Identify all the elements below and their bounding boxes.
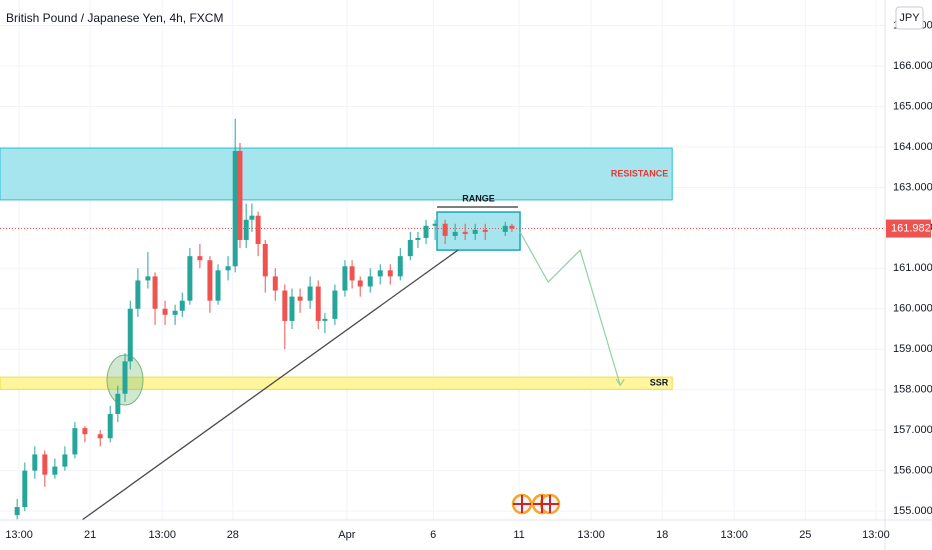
chart-title: British Pound / Japanese Yen, 4h, FXCM — [6, 11, 223, 25]
candle-body — [232, 150, 238, 267]
candle-body — [162, 308, 168, 315]
candle-body — [179, 300, 185, 311]
x-tick-label: 13:00 — [577, 529, 605, 541]
candle-body — [14, 507, 20, 516]
y-tick-label: 161.000 — [893, 262, 932, 274]
candle-body — [42, 454, 48, 475]
candle-body — [432, 223, 438, 226]
x-tick-label: 6 — [430, 529, 436, 541]
candle-body — [342, 266, 348, 291]
candle-body — [97, 434, 103, 439]
candle-body — [187, 256, 193, 301]
candle-body — [407, 239, 413, 257]
zone-label: SSR — [650, 378, 669, 388]
x-tick-label: 18 — [656, 529, 668, 541]
zone-label: RESISTANCE — [611, 168, 668, 178]
candle-body — [82, 428, 88, 435]
candle-body — [255, 215, 261, 245]
y-tick-label: 164.000 — [893, 141, 932, 153]
candle-body — [262, 244, 268, 277]
x-tick-label: 28 — [227, 529, 239, 541]
currency-label[interactable]: JPY — [899, 12, 920, 24]
candle-body — [332, 290, 338, 319]
candle-body — [22, 470, 28, 508]
candle-body — [415, 237, 421, 240]
candle-body — [397, 256, 403, 277]
candle-body — [452, 231, 458, 236]
candle-body — [502, 225, 508, 232]
candle-body — [72, 428, 78, 455]
candle-body — [122, 361, 128, 394]
y-tick-label: 163.000 — [893, 181, 932, 193]
x-tick-label: 11 — [513, 529, 524, 541]
y-tick-label: 165.000 — [893, 100, 932, 112]
x-tick-label: 13:00 — [720, 529, 748, 541]
y-tick-label: 158.000 — [893, 384, 932, 396]
x-tick-label: 13:00 — [5, 529, 33, 541]
candle-body — [322, 318, 328, 321]
candle-body — [32, 454, 38, 471]
zone — [0, 147, 673, 201]
trendline — [81, 249, 459, 521]
x-tick-label: 25 — [799, 529, 811, 541]
candle-body — [127, 308, 133, 362]
candle-body — [172, 310, 178, 315]
candle-body — [482, 229, 488, 232]
x-tick-label: 21 — [84, 529, 96, 541]
candle-body — [272, 276, 278, 291]
candle-body — [442, 223, 448, 236]
last-price-label: 161.982 — [891, 222, 931, 234]
candle-body — [215, 270, 221, 301]
candle-body — [135, 280, 141, 309]
candle-body — [243, 219, 249, 240]
candle-body — [52, 466, 58, 475]
candle-body — [237, 150, 243, 240]
candle-body — [297, 296, 303, 301]
y-tick-label: 160.000 — [893, 303, 932, 315]
candle-body — [462, 231, 468, 234]
candle-body — [207, 260, 213, 301]
candle-body — [145, 276, 151, 281]
y-tick-label: 156.000 — [893, 465, 932, 477]
candle-body — [197, 256, 203, 261]
candle-body — [152, 276, 158, 309]
projection-path — [519, 231, 621, 386]
candle-body — [225, 266, 231, 271]
candle-body — [377, 270, 383, 277]
candle-body — [307, 286, 313, 301]
candle-body — [282, 290, 288, 321]
range-label: RANGE — [462, 193, 495, 203]
event-icons — [511, 493, 561, 515]
candle-body — [349, 266, 355, 281]
projection-arrowhead — [615, 378, 625, 387]
x-tick-label: 13:00 — [148, 529, 176, 541]
y-tick-label: 159.000 — [893, 343, 932, 355]
candle-body — [509, 225, 515, 229]
candle-body — [249, 215, 255, 220]
candle-body — [289, 296, 295, 321]
candle-body — [423, 225, 429, 238]
candle-body — [62, 454, 68, 467]
last-price-tag — [886, 219, 931, 238]
zone — [0, 376, 673, 390]
candle-body — [107, 413, 113, 439]
x-tick-label: 13:00 — [862, 529, 890, 541]
candle-body — [115, 393, 121, 414]
y-tick-label: 155.000 — [893, 505, 932, 517]
candle-body — [387, 270, 393, 277]
candle-body — [472, 229, 478, 234]
currency-button[interactable] — [895, 6, 924, 30]
candle-body — [357, 280, 363, 287]
candle-body — [367, 276, 373, 287]
y-tick-label: 166.000 — [893, 60, 932, 72]
x-tick-label: Apr — [338, 529, 355, 541]
y-tick-label: 157.000 — [893, 424, 932, 436]
candle-body — [315, 286, 321, 321]
